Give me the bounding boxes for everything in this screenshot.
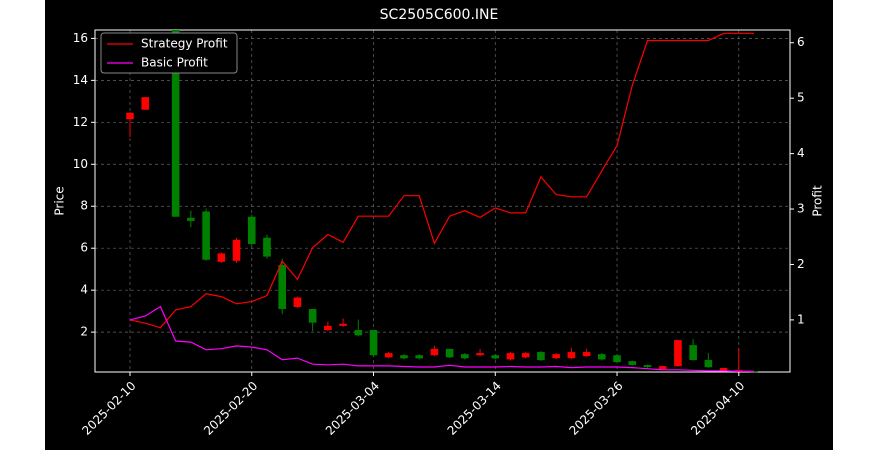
plot-frame xyxy=(94,29,791,373)
candle-body xyxy=(658,366,667,370)
candle-body xyxy=(506,353,515,360)
candle-body xyxy=(415,355,423,359)
candle-body xyxy=(339,323,347,326)
y2-tick-label: 2 xyxy=(797,257,805,271)
candle-body xyxy=(278,264,286,310)
candle-body xyxy=(400,355,408,359)
candle-body xyxy=(567,352,576,359)
y-axis-label: Price xyxy=(53,186,67,215)
candle-body xyxy=(308,309,317,323)
candle-body xyxy=(689,345,697,361)
y-tick-label: 12 xyxy=(73,115,88,129)
candle-body xyxy=(719,368,728,372)
candle-body xyxy=(202,211,210,260)
candle-body xyxy=(293,297,302,307)
candle-body xyxy=(187,217,195,221)
candle-body xyxy=(141,97,150,110)
y2-tick-label: 3 xyxy=(797,202,805,216)
y-tick-label: 10 xyxy=(73,157,88,171)
candle-body xyxy=(171,30,180,217)
candle-body xyxy=(461,354,469,359)
y2-axis-label: Profit xyxy=(811,185,825,217)
legend-box xyxy=(100,32,238,74)
y2-tick-label: 1 xyxy=(797,312,805,326)
y2-tick-label: 6 xyxy=(797,35,805,49)
y-tick-label: 8 xyxy=(80,199,88,213)
candle-body xyxy=(643,365,652,368)
candle-body xyxy=(704,360,713,368)
y-tick-label: 16 xyxy=(73,31,88,45)
y2-tick-label: 5 xyxy=(797,91,805,105)
candle-body xyxy=(491,355,500,359)
y-tick-label: 6 xyxy=(80,241,88,255)
candle-body xyxy=(582,352,591,357)
candle-body xyxy=(613,355,621,363)
candle-body xyxy=(324,325,332,331)
y-tick-label: 2 xyxy=(80,325,88,339)
candle-body xyxy=(445,348,454,358)
candle-body xyxy=(354,330,363,336)
candle-body xyxy=(126,112,134,120)
candle-body xyxy=(476,353,484,356)
candle-body xyxy=(552,354,560,359)
candle-body xyxy=(369,330,378,356)
candle-body xyxy=(263,237,271,257)
chart-title: SC2505C600.INE xyxy=(380,7,499,23)
candle-body xyxy=(628,361,637,366)
candle-body xyxy=(521,353,530,358)
candle-body xyxy=(217,253,226,262)
candle-body xyxy=(247,216,256,245)
candle-body xyxy=(430,348,439,356)
legend-label: Basic Profit xyxy=(141,56,208,70)
candle-body xyxy=(674,340,682,367)
profit-line xyxy=(129,32,754,329)
candle-body xyxy=(750,371,758,373)
candle-body xyxy=(384,353,393,358)
y-tick-label: 14 xyxy=(73,73,88,87)
candle-body xyxy=(598,354,606,360)
legend-label: Strategy Profit xyxy=(141,37,228,51)
y-tick-label: 4 xyxy=(80,283,88,297)
profit-line xyxy=(129,305,754,372)
candle-body xyxy=(232,239,241,261)
candle-body xyxy=(537,352,545,361)
y2-tick-label: 4 xyxy=(797,146,805,160)
